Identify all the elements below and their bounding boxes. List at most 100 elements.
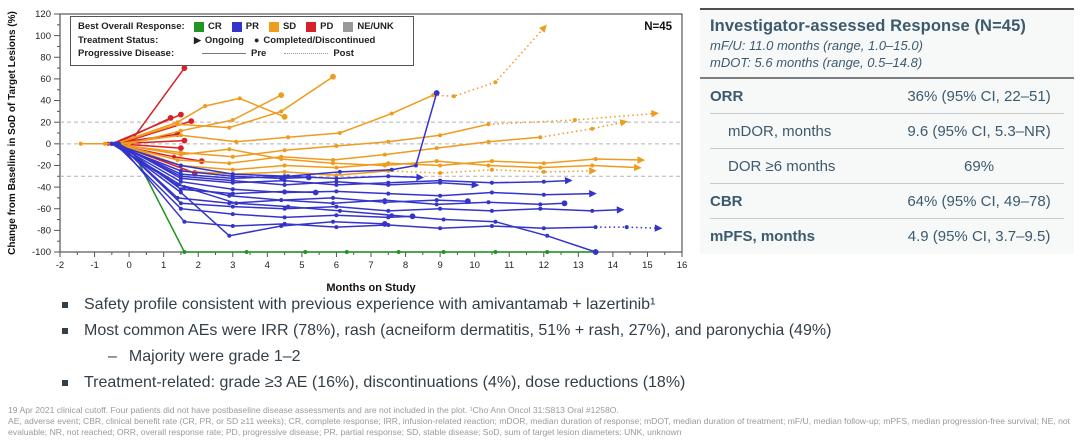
svg-text:1: 1	[161, 260, 166, 271]
panel-divider	[700, 77, 1074, 79]
ongoing-marker-icon: ▶	[194, 34, 201, 45]
legend-row-label: Progressive Disease:	[78, 48, 175, 59]
svg-text:Months on Study: Months on Study	[326, 282, 416, 294]
svg-text:-80: -80	[37, 226, 51, 237]
response-panel: Investigator-assessed Response (N=45) mF…	[700, 8, 1074, 254]
legend-item-label: PD	[320, 21, 334, 32]
chart-legend: Best Overall Response: CR PR SD PD NE/UNK Trea…	[70, 16, 414, 66]
table-row-orr: ORR 36% (95% CI, 22–51)	[710, 79, 1064, 114]
legend-item: PD	[306, 20, 333, 34]
svg-text:5: 5	[299, 260, 304, 271]
table-row-dor6: DOR ≥6 months 69%	[710, 149, 1064, 184]
legend-row: Progressive Disease: Pre Post	[78, 47, 404, 61]
spider-plot-canvas: -100 -80 -60 -40 -20 0 20 40 60 80 100 120 -2 -1 0 1 2 3 4…	[4, 4, 696, 303]
svg-text:N=45: N=45	[644, 21, 672, 33]
svg-text:60: 60	[40, 74, 51, 85]
row-value: 64% (95% CI, 49–78)	[907, 192, 1051, 210]
table-row-cbr: CBR 64% (95% CI, 49–78)	[710, 184, 1064, 219]
panel-subtitle-mfu: mF/U: 11.0 months (range, 1.0–15.0)	[710, 38, 923, 53]
svg-text:13: 13	[573, 260, 584, 271]
footnotes: 19 Apr 2021 clinical cutoff. Four patien…	[8, 405, 1074, 439]
footnote-cutoff: 19 Apr 2021 clinical cutoff. Four patien…	[8, 405, 619, 415]
solid-line-icon	[202, 53, 246, 55]
svg-text:3: 3	[230, 260, 235, 271]
bullet-square-icon	[62, 328, 68, 334]
row-value: 9.6 (95% CI, 5.3–NR)	[907, 122, 1051, 140]
cr-swatch-icon	[194, 21, 204, 32]
bullet-safety: Safety profile consistent with previous …	[62, 296, 1062, 314]
svg-text:100: 100	[35, 31, 51, 42]
svg-text:10: 10	[469, 260, 480, 271]
svg-text:20: 20	[40, 117, 51, 128]
row-label: CBR	[710, 192, 743, 210]
svg-text:Change from Baseline in SoD of: Change from Baseline in SoD of Target Le…	[7, 11, 18, 255]
svg-text:7: 7	[368, 260, 373, 271]
svg-text:15: 15	[642, 260, 653, 271]
legend-item: ● Completed/Discontinued	[254, 34, 375, 48]
row-label: mPFS, months	[710, 228, 816, 245]
pr-swatch-icon	[231, 21, 242, 32]
svg-text:120: 120	[35, 9, 51, 20]
legend-item-label: Ongoing	[204, 34, 244, 46]
svg-text:8: 8	[403, 260, 408, 271]
bullet-aes: Most common AEs were IRR (78%), rash (ac…	[62, 322, 1062, 340]
legend-row-label: Treatment Status:	[78, 34, 159, 46]
svg-text:-60: -60	[37, 204, 51, 215]
panel-title: Investigator-assessed Response (N=45)	[710, 17, 1026, 35]
svg-text:-40: -40	[37, 182, 51, 193]
svg-text:0: 0	[46, 139, 51, 150]
bullet-text: Safety profile consistent with previous …	[84, 296, 656, 313]
svg-text:2: 2	[196, 260, 201, 271]
svg-text:40: 40	[40, 96, 51, 107]
panel-subtitle-mdot: mDOT: 5.6 months (range, 0.5–14.8)	[710, 55, 923, 70]
svg-text:11: 11	[504, 260, 514, 271]
bullet-square-icon	[62, 302, 68, 308]
legend-item-label: Post	[333, 48, 354, 59]
footnote-abbreviations: AE, adverse event; CBR, clinical benefit…	[8, 416, 1071, 438]
summary-bullets: Safety profile consistent with previous …	[62, 296, 1062, 400]
svg-text:4: 4	[265, 260, 270, 271]
bullet-treatment-related: Treatment-related: grade ≥3 AE (16%), di…	[62, 374, 1062, 392]
svg-text:-1: -1	[90, 260, 98, 271]
svg-text:-20: -20	[37, 161, 51, 172]
row-label: ORR	[710, 87, 744, 105]
svg-text:0: 0	[126, 260, 131, 271]
bullet-square-icon	[62, 380, 68, 386]
row-value: 69%	[964, 157, 995, 175]
pd-swatch-icon	[306, 21, 317, 32]
legend-item: CR	[194, 20, 222, 34]
bullet-text: Treatment-related: grade ≥3 AE (16%), di…	[84, 374, 686, 391]
legend-item: NE/UNK	[343, 20, 394, 34]
bullet-text: Most common AEs were IRR (78%), rash (ac…	[84, 322, 832, 339]
bullet-text: Majority were grade 1–2	[128, 348, 301, 365]
legend-row: Treatment Status: ▶ Ongoing ● Completed/Disc…	[78, 34, 404, 48]
legend-item: PR	[231, 20, 259, 34]
row-value: 36% (95% CI, 22–51)	[907, 87, 1051, 105]
completed-marker-icon: ●	[253, 34, 260, 45]
legend-item: SD	[268, 20, 297, 34]
legend-item: Post	[276, 47, 354, 61]
svg-text:6: 6	[334, 260, 339, 271]
legend-item-label: SD	[282, 21, 297, 32]
svg-text:9: 9	[437, 260, 442, 271]
row-label: mDOR, months	[728, 122, 832, 140]
sd-swatch-icon	[268, 21, 279, 32]
legend-item-label: PR	[245, 21, 259, 32]
svg-text:16: 16	[677, 260, 688, 271]
legend-row: Best Overall Response: CR PR SD PD NE/UNK	[78, 20, 404, 34]
table-row-mdor: mDOR, months 9.6 (95% CI, 5.3–NR)	[710, 114, 1064, 149]
row-value: 4.9 (95% CI, 3.7–9.5)	[907, 228, 1051, 245]
dotted-line-icon	[284, 53, 329, 55]
svg-text:80: 80	[40, 52, 51, 63]
svg-text:14: 14	[608, 260, 619, 271]
legend-item: ▶ Ongoing	[194, 34, 244, 48]
legend-item-label: Completed/Discontinued	[263, 34, 376, 46]
table-row-mpfs: mPFS, months 4.9 (95% CI, 3.7–9.5)	[710, 219, 1064, 254]
legend-item-label: NE/UNK	[357, 21, 394, 32]
row-label: DOR ≥6 months	[728, 157, 836, 175]
svg-text:-2: -2	[56, 260, 64, 271]
bullet-grade: – Majority were grade 1–2	[62, 348, 1062, 366]
legend-item-label: Pre	[251, 48, 267, 59]
